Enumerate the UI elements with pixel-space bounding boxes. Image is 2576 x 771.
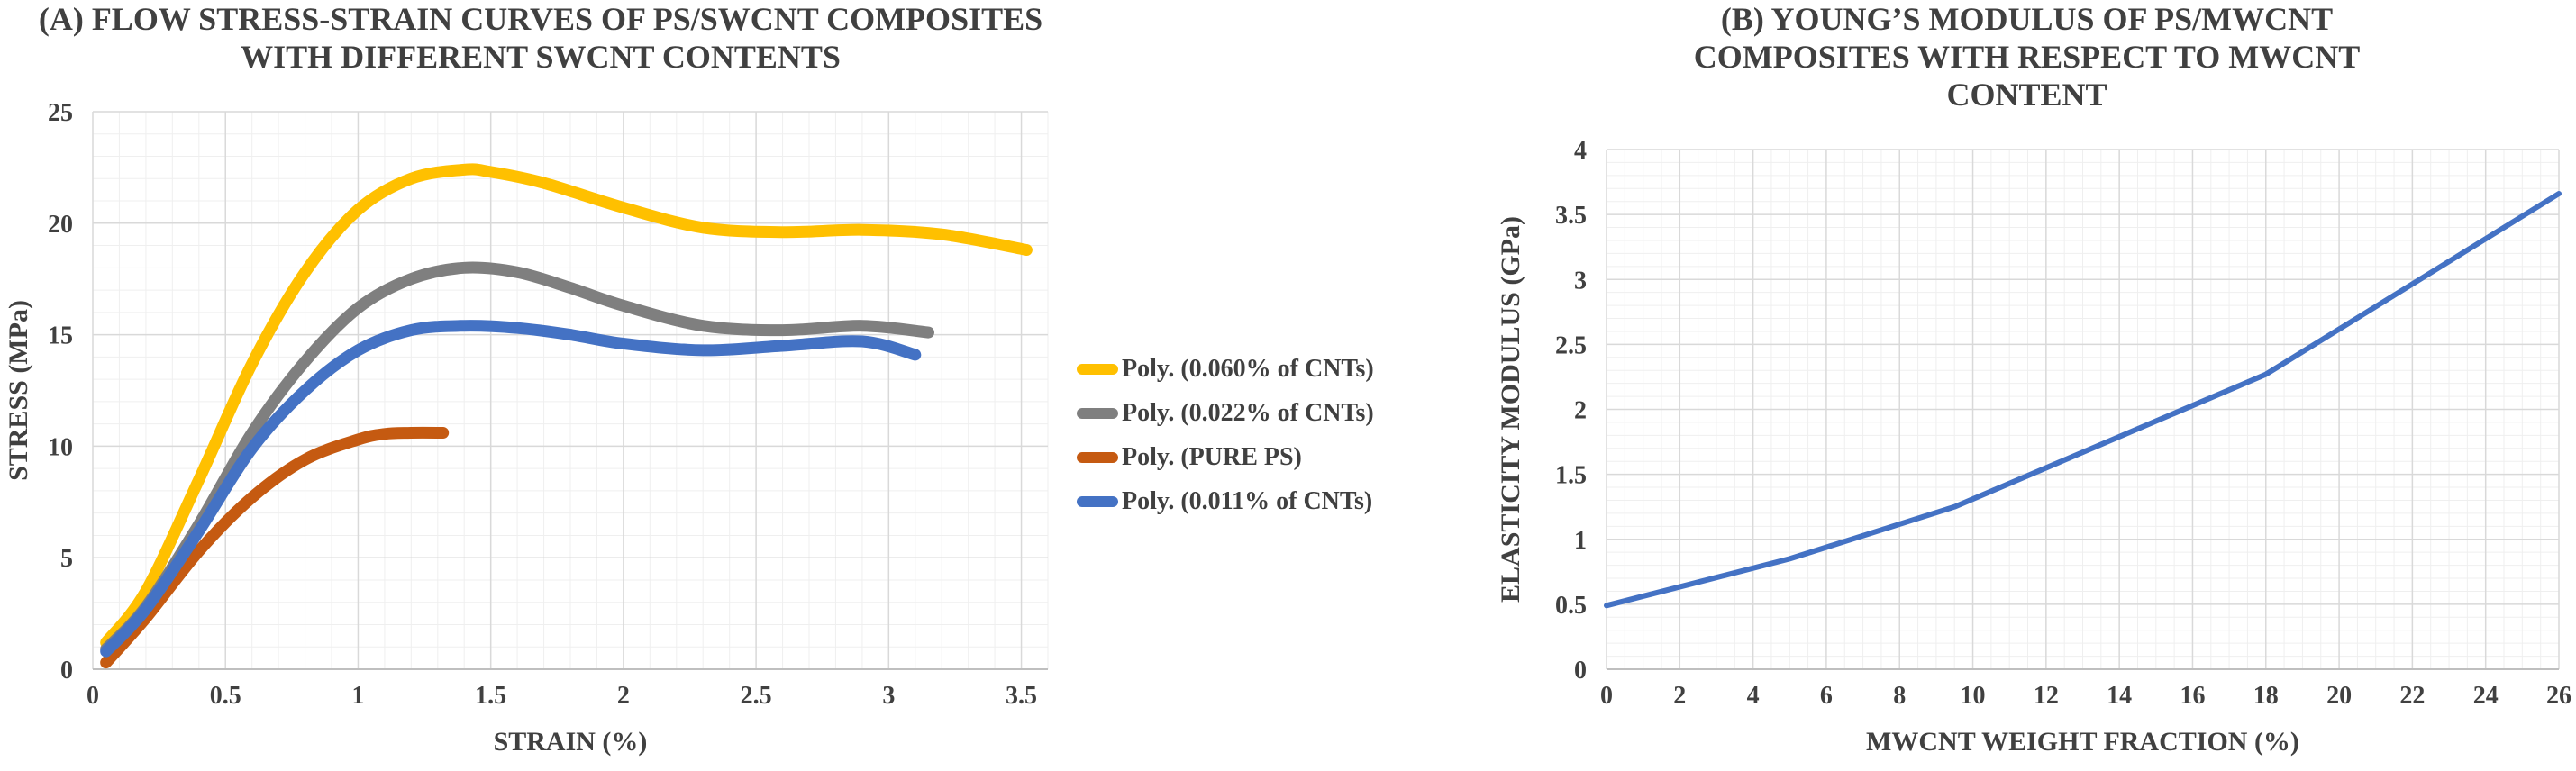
legend-label: Poly. (0.060% of CNTs) bbox=[1122, 354, 1374, 383]
chart-b-title: (B) YOUNG’S MODULUS OF PS/MWCNT COMPOSIT… bbox=[1693, 1, 2361, 113]
legend-swatch bbox=[1077, 495, 1118, 507]
chart-a-title: (A) FLOW STRESS-STRAIN CURVES OF PS/SWCN… bbox=[38, 1, 1043, 75]
y-tick-label: 25 bbox=[48, 99, 73, 127]
x-axis-label: STRAIN (%) bbox=[494, 727, 648, 757]
panel-b: (B) YOUNG’S MODULUS OF PS/MWCNT COMPOSIT… bbox=[1478, 0, 2576, 771]
x-tick-label: 16 bbox=[2180, 682, 2205, 710]
y-tick-label: 20 bbox=[48, 211, 73, 239]
x-axis-label: MWCNT WEIGHT FRACTION (%) bbox=[1866, 727, 2299, 757]
legend-item: Poly. (0.060% of CNTs) bbox=[1077, 347, 1374, 391]
legend-swatch bbox=[1077, 363, 1118, 375]
y-tick-label: 5 bbox=[60, 545, 73, 573]
x-tick-label: 22 bbox=[2399, 682, 2425, 710]
y-tick-label: 3.5 bbox=[1555, 202, 1587, 230]
x-tick-label: 6 bbox=[1820, 682, 1833, 710]
y-tick-label: 2.5 bbox=[1555, 331, 1587, 359]
x-tick-label: 10 bbox=[1961, 682, 1986, 710]
y-tick-label: 2 bbox=[1574, 397, 1587, 425]
y-tick-label: 3 bbox=[1574, 267, 1587, 295]
y-tick-label: 0 bbox=[60, 657, 73, 685]
x-tick-label: 1 bbox=[351, 682, 364, 710]
series-line-3 bbox=[100, 426, 450, 669]
y-tick-label: 0 bbox=[1574, 657, 1587, 685]
y-tick-label: 1.5 bbox=[1555, 462, 1587, 490]
x-tick-label: 1.5 bbox=[475, 682, 506, 710]
y-tick-label: 15 bbox=[48, 322, 73, 350]
legend-item: Poly. (0.022% of CNTs) bbox=[1077, 391, 1374, 435]
legend-list: Poly. (0.060% of CNTs) Poly. (0.022% of C… bbox=[1077, 347, 1374, 523]
panel-a: (A) FLOW STRESS-STRAIN CURVES OF PS/SWCN… bbox=[0, 0, 1081, 771]
legend-label: Poly. (0.011% of CNTs) bbox=[1122, 486, 1373, 515]
legend-label: Poly. (0.022% of CNTs) bbox=[1122, 398, 1374, 427]
x-tick-label: 3.5 bbox=[1006, 682, 1037, 710]
y-tick-label: 1 bbox=[1574, 527, 1587, 555]
x-tick-label: 20 bbox=[2326, 682, 2352, 710]
x-tick-label: 4 bbox=[1747, 682, 1760, 710]
chart-a-svg: 0 0.5 1 1.5 2 2.5 3 3.5 0 5 10 15 20 25 STRAIN (%) STRE… bbox=[4, 99, 1049, 757]
x-tick-label: 0 bbox=[1600, 682, 1613, 710]
chart-b-svg: 0 2 4 6 8 10 12 14 16 18 20 22 24 2600.511.522.533.54… bbox=[1496, 137, 2571, 757]
x-tick-label: 0.5 bbox=[210, 682, 241, 710]
legend-item: Poly. (PURE PS) bbox=[1077, 435, 1374, 479]
y-axis-label: STRESS (MPa) bbox=[4, 300, 33, 481]
x-tick-label: 2.5 bbox=[741, 682, 772, 710]
legend-label: Poly. (PURE PS) bbox=[1122, 442, 1302, 471]
y-tick-label: 10 bbox=[48, 433, 73, 461]
legend-item: Poly. (0.011% of CNTs) bbox=[1077, 479, 1374, 523]
y-axis-label: ELASTICITY MODULUS (GPa) bbox=[1496, 216, 1525, 603]
x-tick-label: 3 bbox=[882, 682, 895, 710]
y-tick-label: 4 bbox=[1574, 137, 1587, 165]
chart-a-legend: Poly. (0.060% of CNTs) Poly. (0.022% of C… bbox=[1077, 0, 1455, 771]
x-tick-label: 14 bbox=[2107, 682, 2132, 710]
x-tick-label: 12 bbox=[2034, 682, 2059, 710]
series-line-1 bbox=[1604, 191, 2562, 609]
series-line-4 bbox=[100, 320, 922, 658]
legend-swatch bbox=[1077, 407, 1118, 419]
x-tick-label: 24 bbox=[2473, 682, 2499, 710]
x-tick-label: 2 bbox=[617, 682, 630, 710]
x-tick-label: 26 bbox=[2546, 682, 2571, 710]
y-tick-label: 0.5 bbox=[1555, 592, 1587, 620]
x-tick-label: 18 bbox=[2253, 682, 2279, 710]
series-line-1 bbox=[100, 163, 1033, 649]
x-tick-label: 8 bbox=[1893, 682, 1906, 710]
legend-swatch bbox=[1077, 451, 1118, 463]
x-tick-label: 0 bbox=[86, 682, 99, 710]
x-tick-label: 2 bbox=[1673, 682, 1686, 710]
